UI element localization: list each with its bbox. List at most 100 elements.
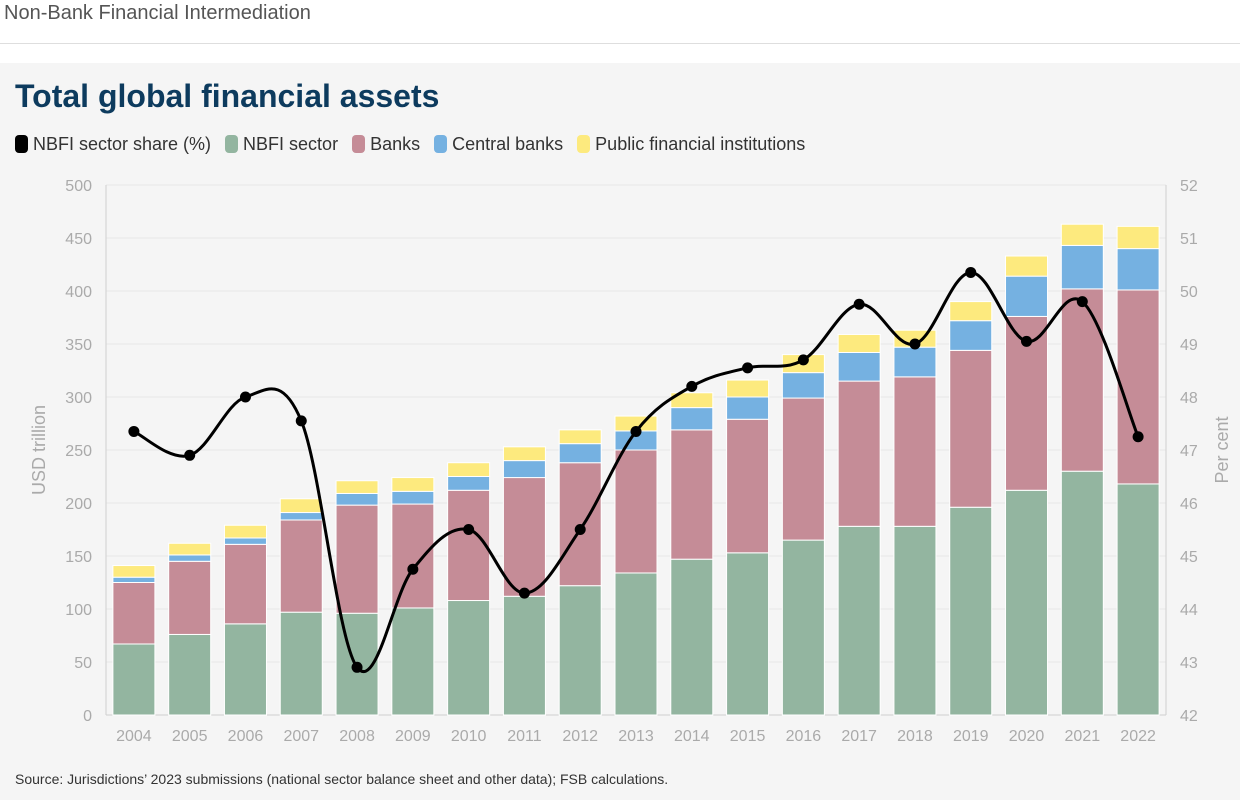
- bar-central-banks: [949, 320, 993, 351]
- y-axis-title: USD trillion: [29, 405, 49, 495]
- x-tick-label: 2017: [841, 728, 877, 745]
- legend-label-nbfi-share: NBFI sector share (%): [33, 133, 212, 154]
- bar-central-banks: [893, 346, 937, 378]
- bar-banks: [837, 380, 881, 527]
- bar-nbfi-sector: [112, 643, 156, 716]
- y-tick-label: 300: [65, 390, 92, 407]
- bar-central-banks: [558, 443, 602, 464]
- bar-central-banks: [1005, 275, 1049, 317]
- y-tick-label: 400: [65, 284, 92, 301]
- bar-nbfi-sector: [837, 525, 881, 716]
- bar-central-banks: [391, 490, 435, 505]
- bar-banks: [1060, 288, 1104, 472]
- bar-banks: [391, 503, 435, 609]
- bar-banks: [893, 376, 937, 527]
- x-tick-label: 2022: [1120, 728, 1156, 745]
- page-header: Non-Bank Financial Intermediation: [0, 0, 1240, 44]
- legend-item-banks[interactable]: Banks: [352, 134, 420, 155]
- bar-banks: [1116, 289, 1160, 485]
- bar-nbfi-sector: [391, 607, 435, 716]
- bar-public-institutions: [1116, 225, 1160, 250]
- y-tick-label: 500: [65, 178, 92, 195]
- bar-public-institutions: [279, 498, 323, 514]
- bar-nbfi-sector: [279, 611, 323, 716]
- legend-label-central-banks: Central banks: [452, 133, 564, 154]
- bar-nbfi-sector: [1005, 489, 1049, 716]
- x-tick-label: 2005: [172, 728, 208, 745]
- bar-public-institutions: [223, 524, 267, 539]
- bar-central-banks: [670, 407, 714, 431]
- point-nbfi-share: [909, 338, 921, 350]
- bar-public-institutions: [168, 542, 212, 556]
- y-tick-label: 100: [65, 602, 92, 619]
- y-tick-label: 50: [74, 655, 92, 672]
- y2-tick-label: 49: [1180, 337, 1198, 354]
- bar-banks: [726, 418, 770, 554]
- chart-title: Total global financial assets: [15, 78, 440, 114]
- x-tick-label: 2014: [674, 728, 710, 745]
- bar-nbfi-sector: [726, 552, 770, 716]
- y2-tick-label: 50: [1180, 284, 1198, 301]
- x-tick-label: 2007: [283, 728, 319, 745]
- point-nbfi-share: [518, 587, 530, 599]
- bar-public-institutions: [837, 333, 881, 353]
- bar-nbfi-sector: [502, 595, 546, 716]
- point-nbfi-share: [128, 425, 140, 437]
- bar-banks: [223, 543, 267, 625]
- x-tick-label: 2010: [451, 728, 487, 745]
- y-tick-label: 150: [65, 549, 92, 566]
- x-tick-label: 2021: [1065, 728, 1101, 745]
- y2-tick-label: 47: [1180, 443, 1198, 460]
- bar-nbfi-sector: [558, 585, 602, 716]
- bar-public-institutions: [1060, 223, 1104, 246]
- point-nbfi-share: [574, 524, 586, 535]
- bar-nbfi-sector: [447, 600, 491, 716]
- bar-public-institutions: [447, 462, 491, 478]
- point-nbfi-share: [630, 425, 642, 437]
- bar-banks: [502, 477, 546, 597]
- bar-central-banks: [112, 576, 156, 584]
- bar-central-banks: [335, 492, 379, 506]
- legend-item-public[interactable]: Public financial institutions: [577, 134, 805, 155]
- point-nbfi-share: [1076, 296, 1088, 308]
- legend-label-public: Public financial institutions: [595, 133, 806, 154]
- bar-central-banks: [781, 372, 825, 399]
- legend-swatch-public: [577, 135, 591, 153]
- y-tick-label: 200: [65, 496, 92, 513]
- legend-item-central-banks[interactable]: Central banks: [434, 134, 563, 155]
- legend-item-nbfi-sector[interactable]: NBFI sector: [225, 134, 338, 155]
- bar-central-banks: [279, 512, 323, 521]
- bar-banks: [335, 504, 379, 614]
- y-tick-label: 250: [65, 443, 92, 460]
- bar-central-banks: [1060, 244, 1104, 290]
- legend: NBFI sector share (%) NBFI sector Banks …: [15, 133, 819, 155]
- bar-banks: [112, 582, 156, 645]
- point-nbfi-share: [686, 380, 698, 392]
- x-tick-label: 2013: [618, 728, 654, 745]
- bar-nbfi-sector: [223, 623, 267, 716]
- bar-banks: [614, 449, 658, 574]
- bar-public-institutions: [1005, 255, 1049, 277]
- bar-central-banks: [1116, 248, 1160, 291]
- legend-swatch-nbfi-share: [15, 135, 28, 153]
- legend-item-nbfi-share[interactable]: NBFI sector share (%): [15, 134, 211, 155]
- bar-nbfi-sector: [781, 539, 825, 716]
- bar-nbfi-sector: [614, 572, 658, 716]
- x-tick-label: 2004: [116, 728, 152, 745]
- bar-banks: [949, 349, 993, 508]
- bar-central-banks: [837, 351, 881, 382]
- bar-nbfi-sector: [1116, 483, 1160, 716]
- y2-tick-label: 45: [1180, 549, 1198, 566]
- legend-label-banks: Banks: [370, 133, 421, 154]
- line-nbfi-share: [133, 270, 1140, 673]
- point-nbfi-share: [407, 563, 419, 575]
- bar-public-institutions: [112, 565, 156, 578]
- bar-public-institutions: [558, 429, 602, 445]
- x-tick-label: 2009: [395, 728, 431, 745]
- bar-public-institutions: [391, 477, 435, 492]
- x-tick-label: 2018: [897, 728, 933, 745]
- x-tick-label: 2012: [562, 728, 598, 745]
- point-nbfi-share: [239, 391, 251, 403]
- bar-public-institutions: [502, 446, 546, 462]
